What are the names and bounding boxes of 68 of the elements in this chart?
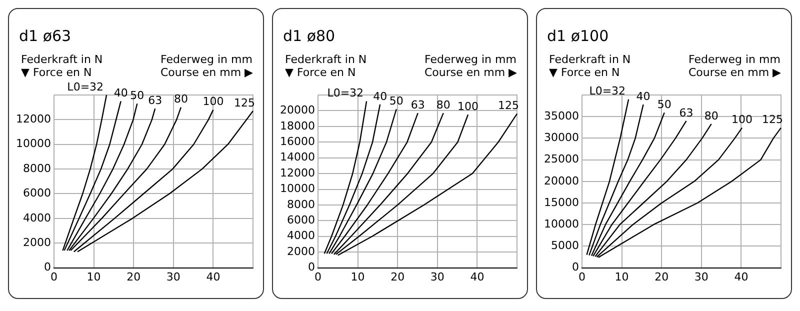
x-axis-title: Federweg in mm Course en mm ▶ [424,53,517,79]
y-tick-label: 20000 [544,174,579,188]
series-label: 100 [458,100,479,113]
x-tick-label: 30 [430,270,444,284]
chart-title: d1 ø80 [283,27,336,45]
series-label: 63 [148,94,162,107]
y-tick-label: 30000 [544,131,579,144]
series-label: 125 [498,99,519,112]
y-tick-label: 12000 [280,166,315,180]
y-tick-label: 0 [308,260,315,274]
y-tick-label: 5000 [550,239,579,252]
series-label: 80 [436,98,450,112]
y-tick-label: 35000 [544,109,579,122]
y-axis-title: Federkraft in N ▼ Force en N [21,53,103,79]
y-tick-label: 8000 [22,162,51,175]
y-tick-label: 10000 [280,182,315,196]
y-tick-label: 2000 [22,236,51,249]
series-label: 80 [704,109,718,122]
x-tick-label: 10 [86,270,101,284]
series-label: L0=32 [327,86,364,100]
series-label: L0=32 [67,80,104,94]
series-label: 125 [762,113,783,126]
x-tick-label: 30 [694,270,708,284]
x-tick-label: 40 [470,270,484,284]
series-label: 50 [657,98,672,112]
y-axis-title: Federkraft in N ▼ Force en N [549,53,631,79]
x-tick-label: 20 [390,270,405,284]
y-tick-label: 10000 [544,217,579,230]
y-tick-label: 6000 [286,214,315,227]
chart-title: d1 ø63 [19,27,72,45]
x-tick-label: 20 [654,270,669,284]
series-label: 100 [731,113,752,126]
series-label: 50 [389,94,404,108]
x-tick-label: 40 [206,270,220,284]
y-tick-label: 10000 [16,137,51,150]
series-label: 80 [174,92,188,106]
y-tick-label: 25000 [544,152,579,166]
y-tick-label: 0 [44,260,51,274]
y-tick-label: 20000 [280,104,315,117]
x-tick-label: 10 [350,270,365,284]
series-label: 63 [410,98,425,112]
series-label: 40 [114,86,128,100]
series-label: 125 [234,96,255,110]
x-axis-title: Federweg in mm Course en mm ▶ [688,53,781,79]
y-tick-label: 0 [572,260,579,274]
y-axis-title: Federkraft in N ▼ Force en N [285,53,367,79]
chart-title: d1 ø100 [547,27,610,45]
y-tick-label: 12000 [16,112,51,126]
series-label: 40 [636,90,650,103]
series-label: 40 [373,90,388,103]
x-tick-label: 40 [734,270,748,284]
x-tick-label: 10 [614,270,629,284]
x-tick-label: 30 [166,270,180,284]
x-tick-label: 20 [126,270,141,284]
x-axis-title: Federweg in mm Course en mm ▶ [160,53,253,79]
y-tick-label: 14000 [280,150,315,164]
series-label: 63 [679,106,694,120]
y-tick-label: 16000 [280,134,315,148]
y-tick-label: 15000 [544,196,579,209]
y-tick-label: 2000 [286,244,315,258]
y-tick-label: 4000 [22,211,51,224]
y-tick-label: 18000 [280,119,315,132]
series-label: 50 [130,89,144,102]
series-label: L0=32 [589,84,626,98]
y-tick-label: 8000 [286,198,315,211]
y-tick-label: 6000 [22,186,51,200]
y-tick-label: 4000 [286,229,315,242]
series-label: 100 [202,95,224,108]
